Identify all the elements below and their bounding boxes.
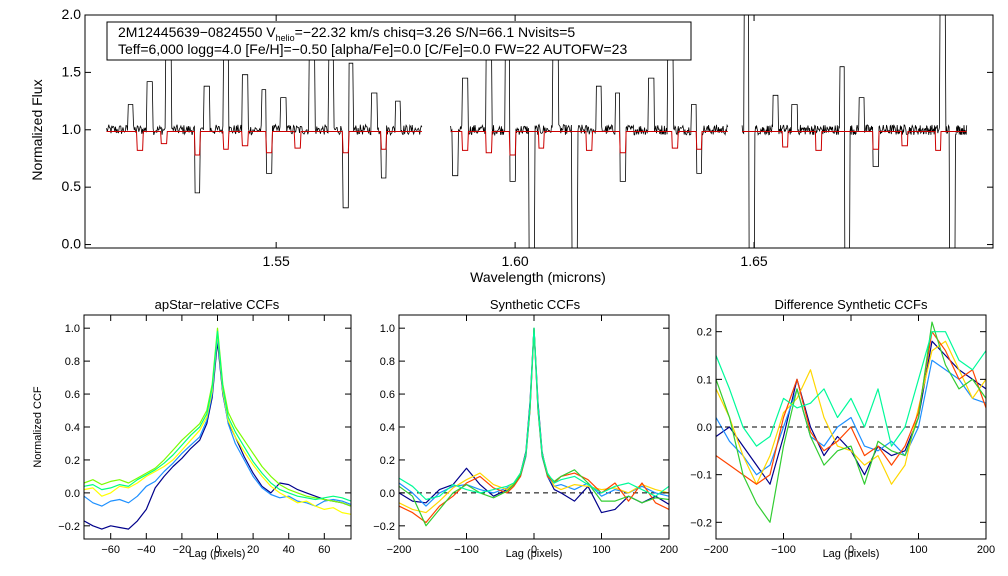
spectrum-series-synthetic bbox=[742, 131, 967, 151]
ccf-apstar-y-tick-label: 0.0 bbox=[65, 488, 80, 500]
ccf-apstar-plot-frame bbox=[83, 314, 352, 540]
ccf-apstar-x-tick-label: 0 bbox=[214, 544, 220, 556]
spectrum-axis-ticks: 1.55 1.60 1.65 0.0 0.5 1.0 1.5 2.0 bbox=[62, 6, 993, 269]
spectrum-panel: 1.55 1.60 1.65 0.0 0.5 1.0 1.5 2.0 2M12445639−0… bbox=[29, 6, 994, 285]
spectrum-y-tick-label: 0.0 bbox=[62, 236, 82, 252]
spectrum-y-tick-label: 0.5 bbox=[62, 178, 82, 194]
ccf-difference-x-tick-label: 200 bbox=[977, 544, 995, 556]
ccf-apstar-title: apStar−relative CCFs bbox=[155, 297, 280, 312]
ccf-synthetic-y-tick-label: 0.2 bbox=[380, 455, 395, 467]
ccf-synthetic-y-tick-label: 0.4 bbox=[380, 422, 395, 434]
ccf-difference-x-tick-label: −100 bbox=[771, 544, 796, 556]
ccf-difference-plot-frame bbox=[715, 314, 987, 540]
ccf-difference-y-tick-label: −0.1 bbox=[690, 470, 712, 482]
spectrum-series-synthetic bbox=[106, 131, 422, 156]
ccf-difference-x-tick-label: −200 bbox=[704, 544, 729, 556]
info-box-frame bbox=[106, 21, 692, 61]
ccf-difference-y-tick-label: 0.1 bbox=[697, 374, 712, 386]
ccf-difference-x-tick-label: 0 bbox=[848, 544, 854, 556]
ccf-synthetic-y-tick-label: −0.2 bbox=[373, 521, 395, 533]
ccf-difference-y-tick-label: 0.0 bbox=[697, 422, 712, 434]
ccf-apstar-y-tick-label: −0.2 bbox=[58, 521, 80, 533]
spectrum-series-observed bbox=[741, 14, 968, 249]
ccf-apstar-series-visit-5 bbox=[83, 330, 352, 502]
ccf-difference-x-tick-label: 100 bbox=[909, 544, 927, 556]
ccf-apstar-lines bbox=[83, 327, 352, 530]
ccf-difference-series-visit-4 bbox=[715, 331, 987, 485]
ccf-apstar-y-tick-label: 0.6 bbox=[65, 389, 80, 401]
ccf-apstar-y-tick-label: 1.0 bbox=[65, 323, 80, 335]
ccf-synthetic-lines bbox=[398, 327, 670, 527]
spectrum-series-synthetic bbox=[450, 131, 728, 156]
ccf-synthetic-y-tick-label: 0.8 bbox=[380, 356, 395, 368]
spectrum-x-tick-label: 1.55 bbox=[263, 253, 290, 269]
ccf-apstar-x-tick-label: 60 bbox=[318, 544, 330, 556]
ccf-synthetic-series-visit-6 bbox=[398, 327, 670, 501]
ccf-apstar-y-label: Normalized CCF bbox=[32, 386, 44, 468]
info-line-2: Teff=6,000 logg=4.0 [Fe/H]=−0.50 [alpha/… bbox=[118, 41, 627, 57]
ccf-synthetic-title: Synthetic CCFs bbox=[490, 297, 581, 312]
ccf-synthetic-x-tick-label: −200 bbox=[387, 544, 412, 556]
ccf-apstar-series-visit-4 bbox=[83, 327, 352, 507]
ccf-apstar-y-tick-label: 0.4 bbox=[65, 422, 80, 434]
ccf-synthetic-y-tick-label: 0.0 bbox=[380, 488, 395, 500]
ccf-difference-series-visit-2 bbox=[715, 359, 987, 476]
spectrum-series-observed bbox=[106, 37, 423, 209]
ccf-apstar-axis-ticks: −60 −40 −20 0 20 40 60 −0.2 0.0 0.2 0.4 0.6 0.8 1.0 bbox=[58, 315, 351, 556]
spectrum-y-label: Normalized Flux bbox=[29, 79, 45, 180]
ccf-difference-panel: Difference Synthetic CCFs −200 −100 0 100 20… bbox=[690, 297, 995, 560]
ccf-difference-series-visit-6 bbox=[715, 331, 987, 447]
ccf-synthetic-y-tick-label: 0.6 bbox=[380, 389, 395, 401]
ccf-apstar-x-tick-label: 40 bbox=[283, 544, 295, 556]
ccf-synthetic-y-tick-label: 1.0 bbox=[380, 323, 395, 335]
ccf-difference-series-visit-5 bbox=[715, 321, 987, 523]
ccf-synthetic-x-tick-label: −100 bbox=[454, 544, 479, 556]
ccf-apstar-x-tick-label: −40 bbox=[137, 544, 156, 556]
spectrum-x-tick-label: 1.65 bbox=[740, 253, 767, 269]
spectrum-plot-frame bbox=[84, 14, 994, 249]
spectrum-x-tick-label: 1.60 bbox=[501, 253, 528, 269]
ccf-difference-lines bbox=[715, 321, 987, 523]
ccf-difference-y-tick-label: 0.2 bbox=[697, 327, 712, 339]
ccf-synthetic-panel: Synthetic CCFs −200 −100 0 100 200 −0.2 0.0 0.2… bbox=[373, 297, 678, 560]
ccf-synthetic-x-tick-label: 200 bbox=[660, 544, 678, 556]
spectrum-y-tick-label: 1.0 bbox=[62, 121, 82, 137]
info-line-1: 2M12445639−0824550 Vhelio=−22.32 km/s ch… bbox=[118, 24, 575, 43]
spectrum-y-tick-label: 2.0 bbox=[62, 6, 82, 22]
ccf-synthetic-x-tick-label: 100 bbox=[592, 544, 610, 556]
ccf-apstar-y-tick-label: 0.2 bbox=[65, 455, 80, 467]
ccf-difference-y-tick-label: −0.2 bbox=[690, 517, 712, 529]
ccf-apstar-x-tick-label: −60 bbox=[101, 544, 120, 556]
ccf-apstar-x-tick-label: 20 bbox=[247, 544, 259, 556]
ccf-apstar-y-tick-label: 0.8 bbox=[65, 356, 80, 368]
spectrum-series-observed bbox=[450, 39, 729, 249]
ccf-apstar-x-tick-label: −20 bbox=[173, 544, 192, 556]
spectrum-chips bbox=[106, 14, 968, 249]
ccf-synthetic-x-label: Lag (pixels) bbox=[506, 548, 563, 560]
ccf-difference-x-label: Lag (pixels) bbox=[823, 548, 880, 560]
ccf-apstar-panel: apStar−relative CCFs −60 −40 −20 0 20 40 60 −0.… bbox=[32, 297, 352, 560]
ccf-synthetic-plot-frame bbox=[398, 314, 670, 540]
info-box: 2M12445639−0824550 Vhelio=−22.32 km/s ch… bbox=[106, 21, 692, 61]
ccf-difference-title: Difference Synthetic CCFs bbox=[775, 297, 928, 312]
spectrum-y-tick-label: 1.5 bbox=[62, 63, 82, 79]
ccf-apstar-x-label: Lag (pixels) bbox=[189, 548, 246, 560]
spectrum-x-label: Wavelength (microns) bbox=[470, 269, 606, 285]
ccf-synthetic-x-tick-label: 0 bbox=[531, 544, 537, 556]
